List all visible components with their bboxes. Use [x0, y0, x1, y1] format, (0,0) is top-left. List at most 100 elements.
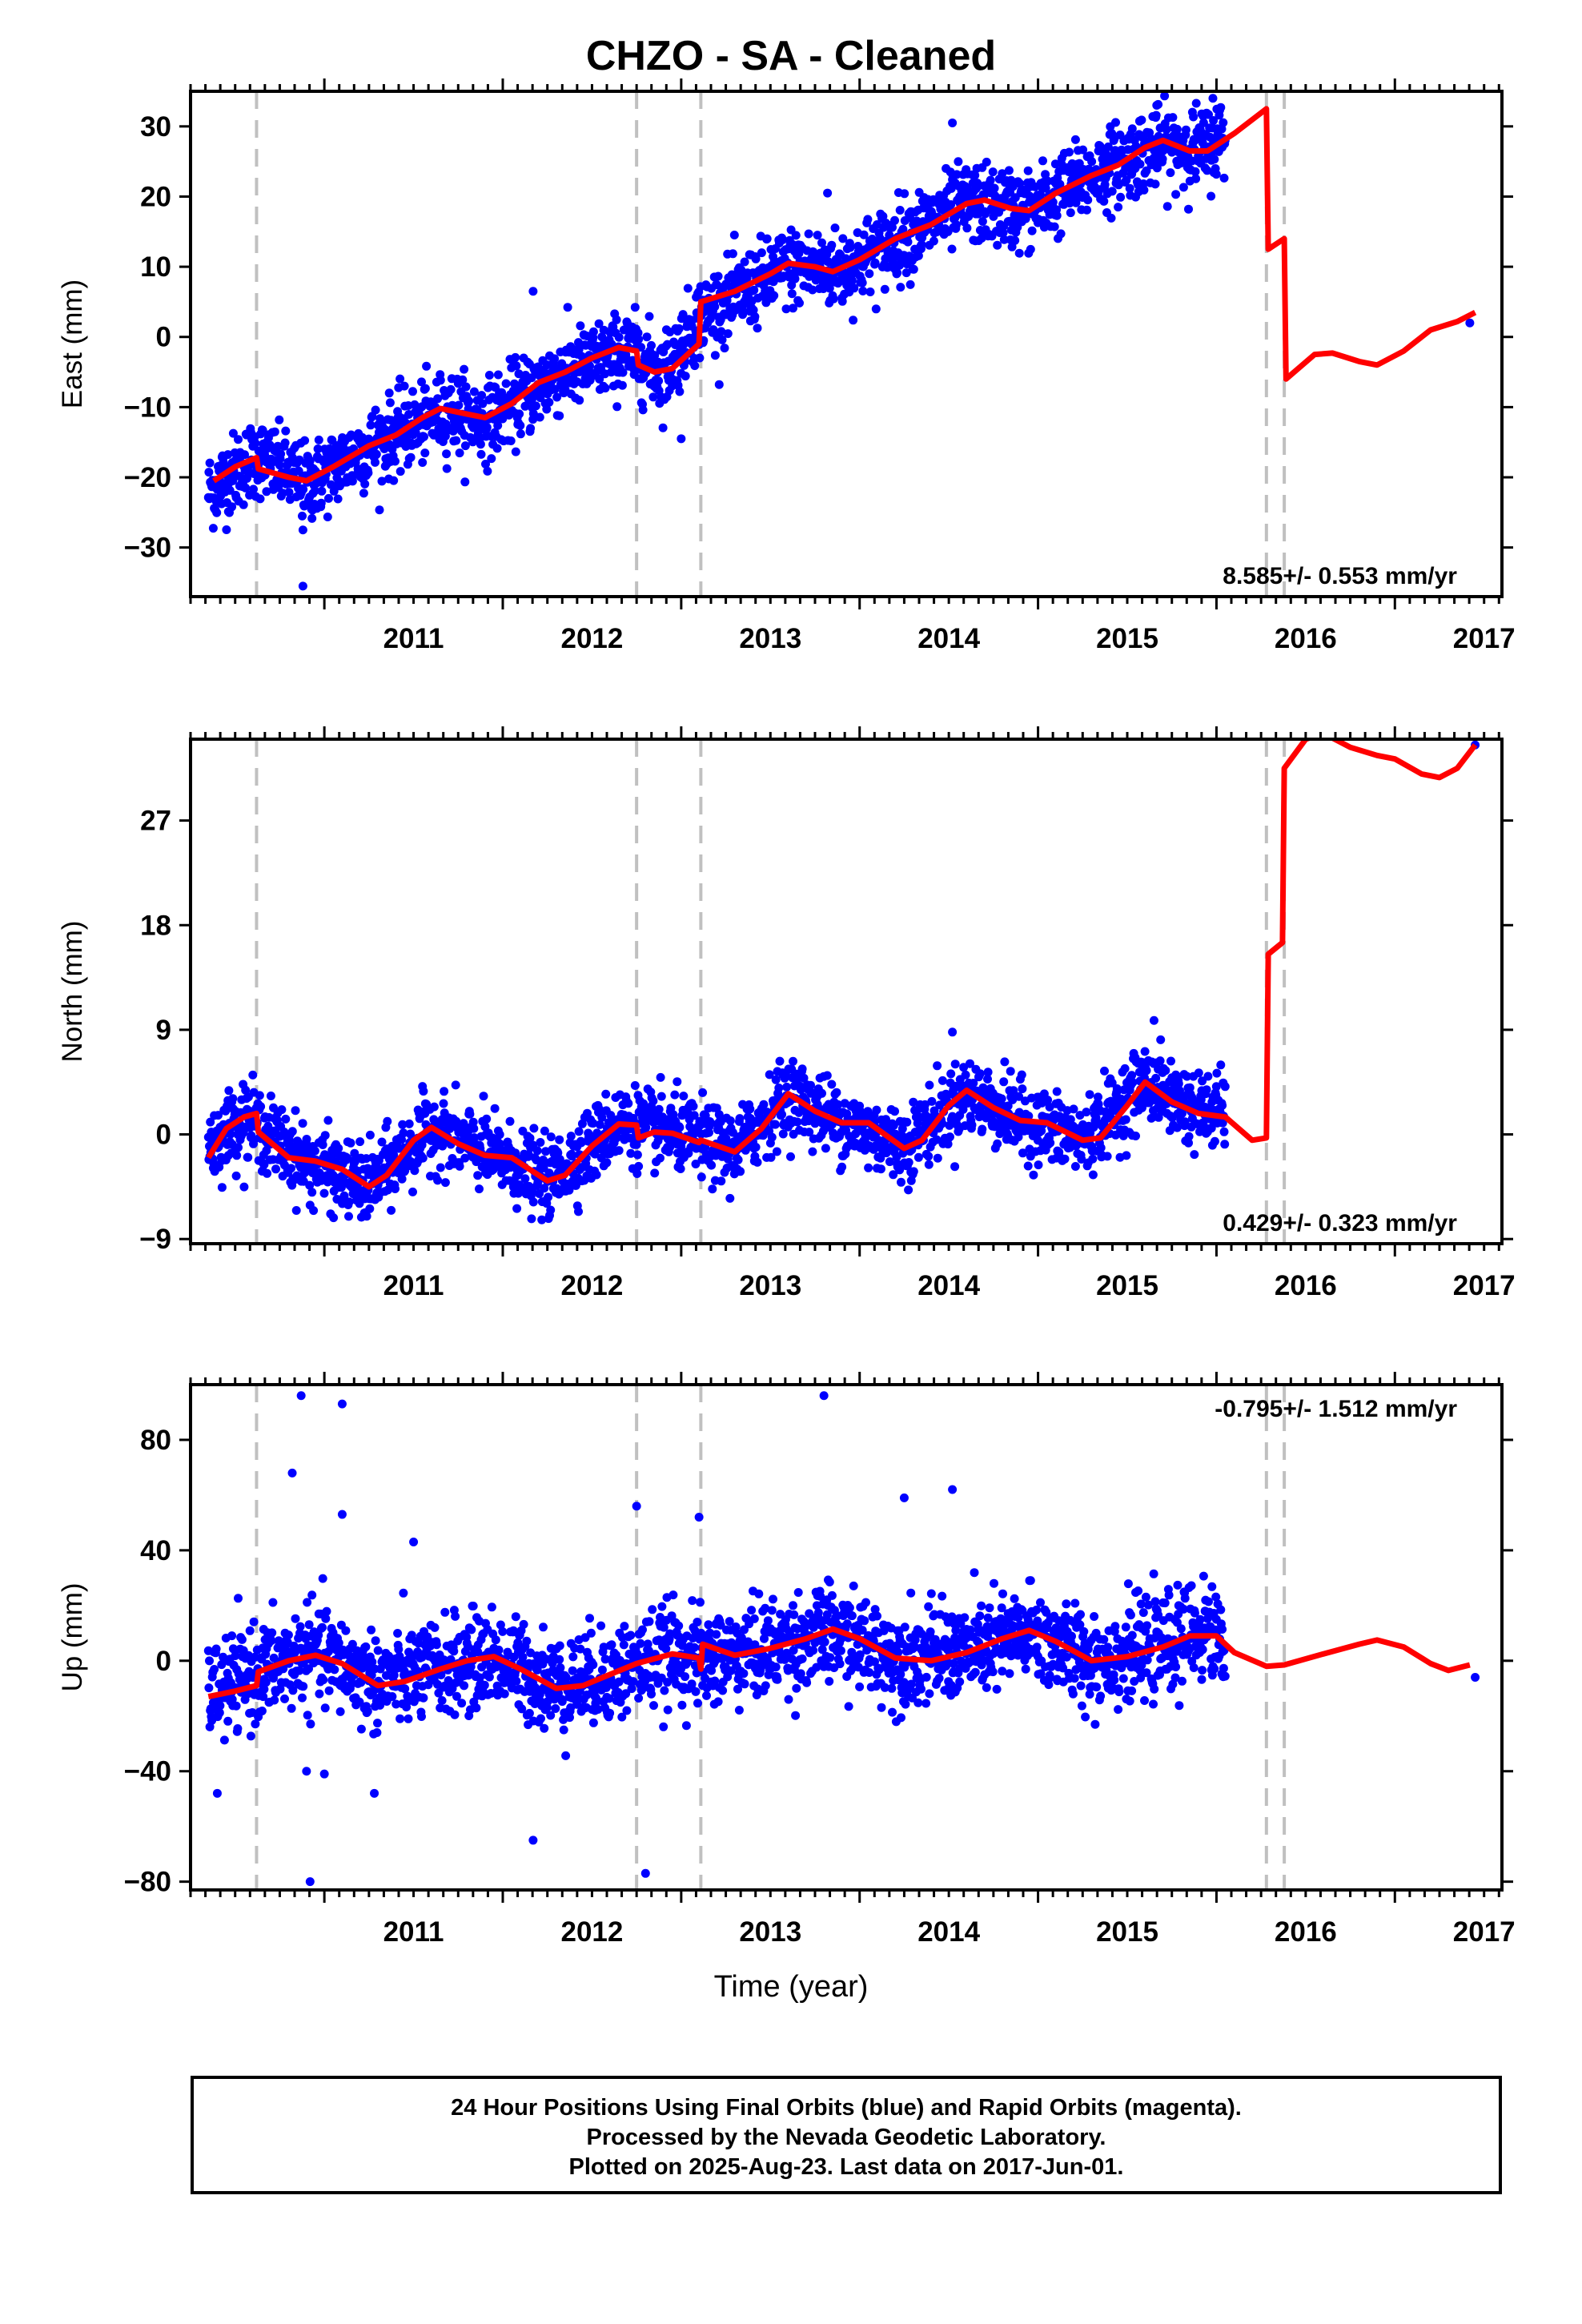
- east-point-1707: [1038, 156, 1047, 166]
- east-point-873: [630, 303, 640, 312]
- up-point-345: [372, 1728, 382, 1737]
- north-point-1404: [890, 1107, 899, 1116]
- north-point-665: [528, 1197, 538, 1207]
- east-point-995: [690, 361, 700, 371]
- east-point-921: [654, 376, 664, 386]
- north-point-1665: [1018, 1084, 1027, 1094]
- north-point-823: [606, 1111, 616, 1120]
- north-point-1167: [774, 1084, 784, 1092]
- east-point-2051: [1207, 191, 1216, 201]
- north-point-256: [329, 1213, 339, 1223]
- east-point-1968: [1166, 168, 1175, 178]
- east-point-1973: [1168, 113, 1178, 123]
- up-point-27: [217, 1660, 227, 1670]
- east-point-1774: [1070, 135, 1080, 144]
- north-point-1394: [885, 1157, 894, 1167]
- north-point-877: [632, 1169, 642, 1178]
- east-point-2043: [1203, 166, 1212, 175]
- east-point-1271: [825, 283, 834, 293]
- north-point-569: [482, 1114, 492, 1124]
- north-point-91: [248, 1070, 258, 1080]
- up-point-295: [347, 1639, 357, 1649]
- east-point-2056: [1209, 116, 1219, 125]
- north-ytick-label-3: 18: [140, 910, 171, 941]
- north-point-150: [277, 1105, 287, 1115]
- north-point-397: [398, 1120, 408, 1129]
- east-point-2078: [1219, 173, 1229, 183]
- east-point-571: [483, 466, 492, 476]
- east-point-2000: [1181, 125, 1191, 135]
- north-point-291: [346, 1138, 355, 1148]
- east-point-1660: [1015, 179, 1025, 188]
- north-point-1029: [707, 1160, 717, 1170]
- east-point-1552: [962, 223, 972, 233]
- north-point-1218: [799, 1073, 809, 1083]
- east-point-759: [575, 396, 584, 405]
- east-point-638: [516, 420, 525, 430]
- up-point-258: [330, 1665, 339, 1675]
- north-point-212: [307, 1188, 317, 1197]
- east-point-1416: [896, 283, 905, 292]
- north-point-2002: [1182, 1072, 1192, 1081]
- north-point-1717: [1043, 1096, 1053, 1105]
- north-point-794: [592, 1170, 601, 1180]
- east-point-1005: [695, 353, 705, 363]
- east-ytick-label-5: 20: [140, 181, 171, 212]
- north-point-2062: [1211, 1082, 1221, 1092]
- north-point-1009: [697, 1172, 706, 1182]
- east-point-1885: [1125, 183, 1134, 193]
- east-point-558: [476, 449, 486, 459]
- east-point-2071: [1216, 103, 1226, 112]
- north-point-966: [676, 1164, 685, 1173]
- north-point-238: [320, 1150, 330, 1160]
- east-point-629: [511, 447, 520, 456]
- north-point-58: [232, 1151, 242, 1160]
- north-point-1275: [827, 1080, 837, 1089]
- east-point-1045: [714, 380, 724, 389]
- north-point-859: [624, 1099, 633, 1108]
- east-point-76: [241, 483, 251, 493]
- east-point-1443: [909, 264, 918, 274]
- north-point-658: [525, 1133, 535, 1143]
- east-point-636: [515, 409, 524, 419]
- east-point-1605: [988, 167, 998, 177]
- east-point-1832: [1099, 196, 1109, 206]
- east-frame: [189, 90, 1504, 598]
- east-point-1459: [917, 239, 926, 249]
- north-point-954: [670, 1090, 680, 1100]
- east-point-1799: [1083, 195, 1093, 205]
- north-point-237: [319, 1188, 329, 1198]
- east-point-1404: [890, 215, 899, 225]
- east-point-1995: [1178, 183, 1188, 192]
- north-point-1565: [969, 1079, 978, 1088]
- north-point-128: [266, 1092, 275, 1100]
- north-point-1583: [978, 1124, 987, 1134]
- east-point-1592: [982, 157, 991, 167]
- east-xtick-label-3: 2014: [917, 623, 980, 654]
- north-point-617: [505, 1116, 515, 1126]
- east-point-889: [638, 405, 648, 415]
- north-point-673: [532, 1146, 542, 1156]
- north-point-1108: [745, 1104, 755, 1114]
- east-point-1043: [713, 271, 723, 281]
- north-point-1169: [775, 1056, 785, 1066]
- north-point-929: [658, 1112, 667, 1122]
- up-point-380: [389, 1671, 399, 1680]
- east-xtick-label-6: 2017: [1453, 623, 1516, 654]
- north-point-437: [417, 1140, 427, 1150]
- north-point-682: [537, 1215, 547, 1224]
- east-point-2076: [1219, 118, 1228, 127]
- east-point-880: [634, 335, 644, 344]
- east-point-1937: [1150, 179, 1160, 189]
- north-point-2006: [1184, 1132, 1194, 1141]
- east-point-2021: [1191, 99, 1201, 108]
- north-point-1658: [1014, 1092, 1024, 1101]
- up-point-376: [387, 1692, 397, 1701]
- east-point-1431: [903, 237, 913, 247]
- up-point-322: [361, 1642, 371, 1651]
- east-point-40: [223, 450, 233, 460]
- east-point-1939: [1151, 111, 1161, 120]
